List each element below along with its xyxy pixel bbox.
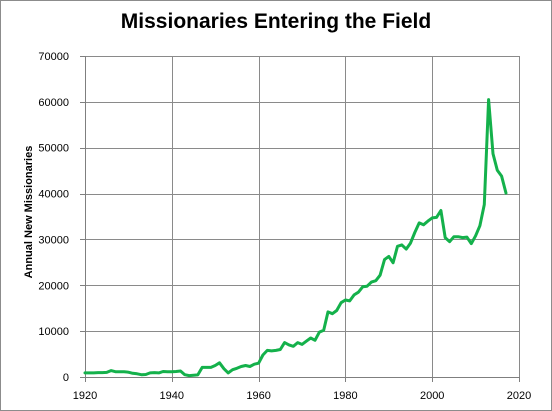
- x-tick-label: 1980: [333, 390, 357, 402]
- series-line: [83, 98, 508, 378]
- y-tick-label: 30000: [38, 234, 69, 246]
- y-tick-label: 40000: [38, 189, 69, 201]
- y-tick-label: 50000: [38, 143, 69, 155]
- x-tick-label: 1960: [246, 390, 270, 402]
- y-tick-label: 0: [63, 372, 69, 384]
- x-tick-label: 2020: [507, 390, 531, 402]
- chart-title: Missionaries Entering the Field: [120, 10, 432, 33]
- y-tick-label: 60000: [38, 97, 69, 109]
- y-tick-label: 70000: [38, 51, 69, 63]
- x-tick-label: 1940: [160, 390, 184, 402]
- grid-layer: [85, 56, 520, 378]
- x-tick-label: 1920: [73, 390, 97, 402]
- y-tick-label: 10000: [38, 326, 69, 338]
- y-tick-label: 20000: [38, 280, 69, 292]
- series-layer: [83, 98, 508, 378]
- x-tick-label: 2000: [420, 390, 444, 402]
- axis-layer: [80, 56, 520, 382]
- y-axis-title: Annual New Missionaries: [23, 146, 35, 279]
- tick-label-layer: 0 10000 20000 30000 40000 50000 60000 70000 1920…: [38, 51, 531, 402]
